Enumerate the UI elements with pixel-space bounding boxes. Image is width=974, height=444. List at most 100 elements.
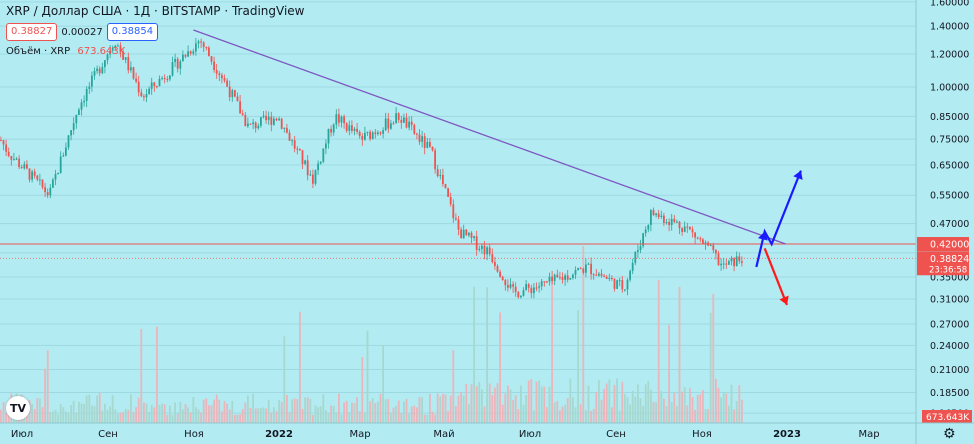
volume-bar (382, 345, 384, 423)
volume-bar (603, 389, 605, 423)
candle (619, 280, 621, 281)
volume-bar (229, 410, 231, 423)
candle (190, 51, 192, 53)
candle (78, 110, 80, 115)
price-tick-label: 0.18500 (930, 388, 969, 399)
volume-bar (263, 407, 265, 423)
volume-bar (541, 386, 543, 423)
candle (289, 133, 291, 141)
volume-bar (445, 394, 447, 423)
volume-bar (595, 392, 597, 423)
volume-bar (650, 390, 652, 423)
volume-bar (686, 405, 688, 423)
spread-value: 0.00027 (61, 27, 102, 38)
volume-bar (536, 382, 538, 423)
volume-bar (660, 391, 662, 423)
time-tick-label: Ноя (184, 429, 204, 440)
candle (437, 169, 439, 176)
volume-bar (138, 398, 140, 423)
tradingview-logo-icon[interactable]: TV (6, 396, 30, 420)
gear-icon[interactable]: ⚙ (943, 426, 956, 442)
candle (83, 101, 85, 102)
time-tick-label: 2022 (265, 429, 293, 440)
volume-bar (546, 407, 548, 423)
current-price-label: 0.38824 (930, 254, 969, 265)
candle (554, 275, 556, 281)
candle (603, 276, 605, 277)
candle (307, 160, 309, 175)
volume-bar (247, 396, 249, 423)
volume-bar (559, 410, 561, 423)
candle (528, 284, 530, 288)
volume-bar (335, 413, 337, 423)
volume-bar (377, 401, 379, 423)
candle (161, 78, 163, 79)
volume-bar (463, 396, 465, 423)
candle (510, 284, 512, 288)
volume-bar (723, 393, 725, 423)
candle (68, 135, 70, 147)
volume-bar (447, 411, 449, 423)
candle (47, 192, 49, 195)
volume-bar (135, 407, 137, 423)
volume-bar (601, 400, 603, 423)
candle (244, 115, 246, 126)
volume-bar (666, 406, 668, 423)
volume-bar (400, 413, 402, 423)
candle (140, 92, 142, 96)
candle (156, 86, 158, 87)
candle (16, 159, 18, 160)
candle (533, 288, 535, 294)
volume-legend-value: 673.643K (77, 46, 125, 57)
candle (473, 236, 475, 238)
volume-bar (146, 403, 148, 423)
volume-bar (611, 407, 613, 423)
candle (689, 227, 691, 229)
price-tick-label: 0.24000 (930, 341, 969, 352)
volume-bar (673, 393, 675, 423)
volume-bar (653, 402, 655, 423)
volume-bar (322, 394, 324, 423)
candle (250, 124, 252, 125)
candle (224, 78, 226, 80)
candle (684, 227, 686, 232)
volume-bar (255, 408, 257, 423)
price-tick-label: 0.27000 (930, 320, 969, 331)
volume-bar (668, 325, 670, 423)
volume-bar (260, 408, 262, 423)
candle (44, 187, 46, 192)
candle (364, 133, 366, 140)
candle (637, 250, 639, 252)
candle (205, 47, 207, 48)
volume-bar (473, 287, 475, 423)
volume-bar (283, 336, 285, 423)
volume-bar (432, 412, 434, 423)
candle (645, 230, 647, 234)
candle (598, 274, 600, 276)
candle (333, 124, 335, 132)
volume-bar (107, 410, 109, 423)
volume-bar (718, 388, 720, 423)
ask-price-box[interactable]: 0.38854 (107, 23, 158, 41)
candle (523, 290, 525, 296)
volume-bar (338, 394, 340, 423)
candle (395, 113, 397, 123)
candle (585, 264, 587, 272)
candle (725, 264, 727, 265)
candle (0, 140, 2, 141)
candle (562, 277, 564, 280)
volume-bar (421, 397, 423, 423)
volume-bar (151, 405, 153, 423)
candle (629, 271, 631, 280)
volume-bar (299, 312, 301, 423)
volume-bar (250, 408, 252, 423)
candle (182, 55, 184, 62)
volume-bar (655, 403, 657, 423)
candle (130, 67, 132, 70)
bid-price-box[interactable]: 0.38827 (6, 23, 57, 41)
candle (710, 245, 712, 246)
candle (668, 222, 670, 225)
candle (26, 164, 28, 168)
price-tick-label: 1.60000 (930, 0, 969, 8)
